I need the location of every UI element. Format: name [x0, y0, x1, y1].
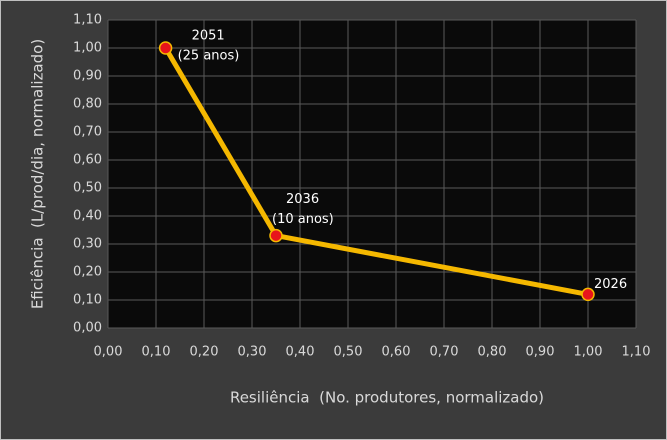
point-label: (10 anos) — [272, 212, 334, 227]
data-point — [581, 287, 595, 302]
y-tick-label: 0,40 — [73, 209, 102, 224]
x-tick-label: 0,00 — [94, 345, 123, 360]
data-point — [158, 41, 173, 55]
x-tick-label: 0,70 — [430, 345, 459, 360]
data-point — [269, 228, 283, 243]
point-label: 2051 — [192, 29, 225, 44]
y-tick-label: 0,70 — [73, 125, 102, 140]
x-tick-label: 0,20 — [190, 345, 219, 360]
x-tick-label: 0,30 — [238, 345, 267, 360]
x-tick-label: 0,10 — [142, 345, 171, 360]
point-label: 2036 — [286, 192, 319, 207]
x-tick-label: 0,50 — [334, 345, 363, 360]
y-tick-label: 0,20 — [73, 265, 102, 280]
point-label: (25 anos) — [178, 49, 240, 64]
y-tick-label: 0,80 — [73, 97, 102, 112]
x-tick-label: 0,90 — [526, 345, 555, 360]
point-label: 2026 — [594, 277, 627, 292]
plot-area — [108, 20, 636, 328]
y-tick-label: 0,50 — [73, 181, 102, 196]
x-tick-label: 0,80 — [478, 345, 507, 360]
y-axis-title: Eficiência (L/prod/dia, normalizado) — [29, 39, 47, 309]
y-tick-label: 0,10 — [73, 293, 102, 308]
x-tick-label: 0,40 — [286, 345, 315, 360]
y-tick-label: 0,30 — [73, 237, 102, 252]
y-tick-label: 1,00 — [73, 41, 102, 56]
x-tick-label: 1,00 — [574, 345, 603, 360]
y-tick-label: 1,10 — [73, 13, 102, 28]
x-axis-title: Resiliência (No. produtores, normalizado… — [230, 389, 544, 407]
x-tick-label: 1,10 — [622, 345, 651, 360]
y-tick-label: 0,60 — [73, 153, 102, 168]
y-tick-label: 0,00 — [73, 321, 102, 336]
y-tick-label: 0,90 — [73, 69, 102, 84]
x-tick-label: 0,60 — [382, 345, 411, 360]
